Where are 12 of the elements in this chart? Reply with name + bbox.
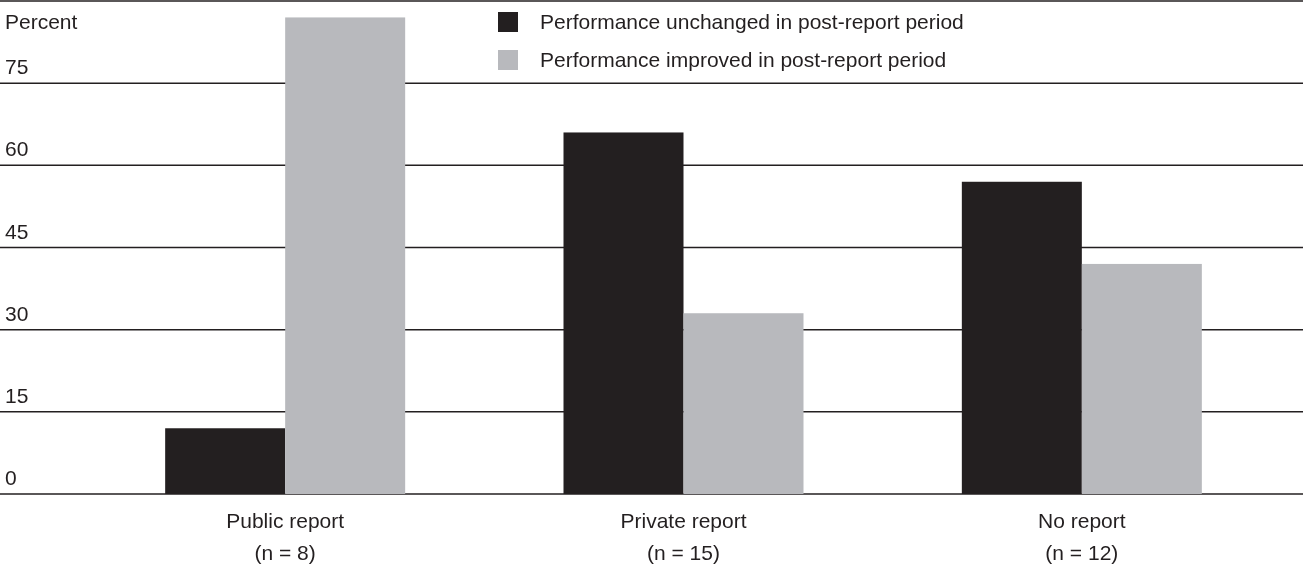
y-tick-label: 45 <box>5 219 29 243</box>
y-axis-title: Percent <box>5 10 78 33</box>
legend-label: Performance unchanged in post-report period <box>540 10 964 33</box>
y-tick-label: 15 <box>5 383 29 407</box>
legend-label: Performance improved in post-report period <box>540 48 947 71</box>
y-tick-label: 0 <box>5 466 17 489</box>
y-tick-label: 75 <box>5 55 29 79</box>
x-tick-label: Private report (n = 15) <box>620 509 747 564</box>
x-tick-label: No report (n = 12) <box>1038 509 1126 564</box>
y-tick-label: 30 <box>5 301 29 325</box>
x-tick-label: Public report (n = 8) <box>226 509 345 564</box>
y-tick-label: 60 <box>5 137 29 161</box>
